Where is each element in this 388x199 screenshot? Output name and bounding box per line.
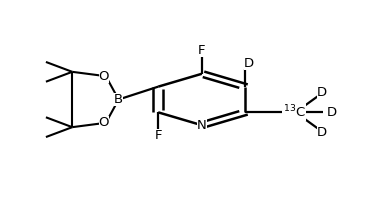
Text: F: F: [154, 129, 162, 141]
Text: D: D: [327, 106, 337, 119]
Text: F: F: [198, 44, 206, 57]
Text: B: B: [114, 93, 123, 106]
Text: D: D: [244, 58, 254, 70]
Text: N: N: [197, 119, 206, 132]
Text: O: O: [99, 116, 109, 129]
Text: D: D: [317, 86, 327, 99]
Text: $^{13}$C: $^{13}$C: [283, 103, 306, 120]
Text: D: D: [317, 126, 327, 139]
Text: O: O: [99, 70, 109, 83]
